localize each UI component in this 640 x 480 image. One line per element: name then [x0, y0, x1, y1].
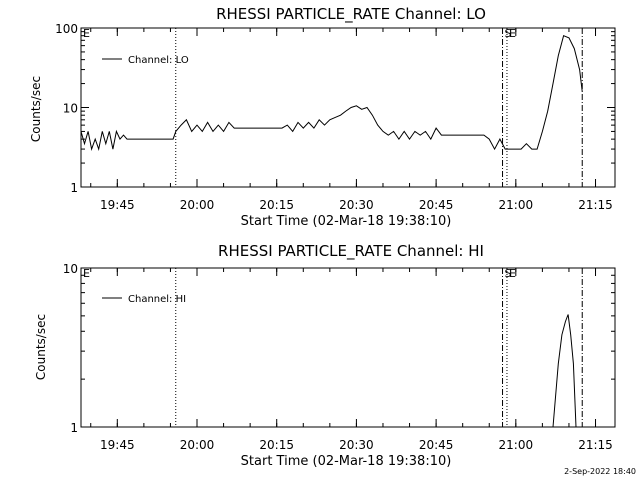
y-tick-label: 100 — [55, 22, 78, 36]
x-tick-label: 21:00 — [499, 198, 534, 212]
event-marker-label: S — [505, 27, 512, 40]
legend-label: Channel: HI — [128, 294, 186, 305]
event-marker-label: E — [83, 27, 90, 40]
x-tick-label: 20:30 — [339, 438, 374, 452]
y-tick-label: 1 — [70, 421, 78, 435]
x-axis-label: Start Time (02-Mar-18 19:38:10) — [241, 214, 452, 229]
event-marker-label: S — [505, 267, 512, 280]
plot-frame — [80, 27, 616, 188]
plot-frame — [80, 267, 616, 428]
x-tick-label: 20:00 — [180, 438, 215, 452]
x-tick-label: 20:15 — [259, 438, 294, 452]
event-marker-label: E — [83, 267, 90, 280]
x-tick-label: 19:45 — [100, 438, 135, 452]
y-axis-label: Counts/sec — [29, 76, 43, 142]
y-axis-label: Counts/sec — [34, 314, 48, 380]
series-line — [81, 35, 583, 151]
x-tick-label: 20:45 — [419, 198, 454, 212]
chart-title: RHESSI PARTICLE_RATE Channel: HI — [218, 242, 484, 261]
x-tick-label: 20:00 — [180, 198, 215, 212]
x-tick-label: 21:15 — [578, 438, 613, 452]
chart-title: RHESSI PARTICLE_RATE Channel: LO — [216, 5, 486, 24]
y-tick-label: 10 — [63, 102, 78, 116]
y-tick-label: 1 — [70, 181, 78, 195]
legend-label: Channel: LO — [128, 55, 189, 66]
x-tick-label: 19:45 — [100, 198, 135, 212]
event-marker-label: E — [509, 267, 516, 280]
footer-timestamp: 2-Sep-2022 18:40 — [564, 467, 636, 476]
y-tick-label: 10 — [63, 262, 78, 276]
x-tick-label: 21:15 — [578, 198, 613, 212]
x-tick-label: 20:45 — [419, 438, 454, 452]
event-marker-label: E — [509, 27, 516, 40]
x-tick-label: 20:15 — [259, 198, 294, 212]
series-line — [552, 314, 577, 427]
x-tick-label: 20:30 — [339, 198, 374, 212]
x-tick-label: 21:00 — [499, 438, 534, 452]
x-axis-label: Start Time (02-Mar-18 19:38:10) — [241, 454, 452, 469]
